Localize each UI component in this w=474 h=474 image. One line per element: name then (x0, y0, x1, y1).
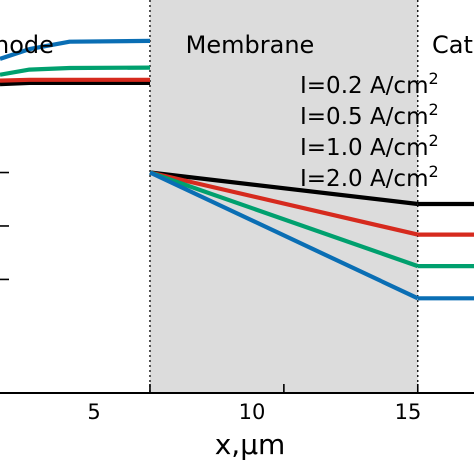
series-lines (0, 38, 474, 301)
series-1-membrane-line (149, 170, 419, 237)
series-1-anode-line (0, 77, 150, 83)
series-3-anode-line (0, 38, 151, 61)
legend-entry-0-text: I=0.2 A/cm (300, 73, 428, 99)
legend-entry-2-sup: 2 (428, 131, 438, 150)
x-axis-label: x,μm (215, 428, 286, 461)
legend: I=0.2 A/cm2 I=0.5 A/cm2 I=1.0 A/cm2 I=2.… (300, 69, 439, 192)
legend-entry-2: I=1.0 A/cm2 (300, 131, 439, 161)
region-backgrounds (149, 0, 418, 393)
region-label-anode: node (0, 31, 54, 59)
legend-entry-1-sup: 2 (428, 100, 438, 119)
legend-entry-3: I=2.0 A/cm2 (300, 162, 439, 192)
legend-entry-0: I=0.2 A/cm2 (300, 69, 439, 99)
region-label-membrane: Membrane (186, 31, 315, 59)
region-shade-1 (149, 0, 418, 393)
series-2-anode-line (0, 65, 151, 77)
chart-text: node Membrane Cat 5 10 15 x,μm (0, 31, 473, 461)
x-tick-label-5: 5 (87, 400, 100, 424)
legend-entry-3-sup: 2 (428, 162, 438, 181)
x-tick-label-15: 15 (395, 400, 422, 424)
region-label-cathode: Cat (432, 31, 473, 59)
series-2-membrane-line (149, 170, 419, 269)
series-3-membrane-line (149, 170, 419, 301)
legend-entry-2-text: I=1.0 A/cm (300, 135, 428, 161)
legend-entry-1-text: I=0.5 A/cm (300, 104, 428, 130)
legend-entry-0-sup: 2 (428, 69, 438, 88)
legend-entry-1: I=0.5 A/cm2 (300, 100, 439, 130)
region-boundaries (149, 0, 419, 393)
series-0-anode-line (0, 80, 150, 87)
legend-entry-3-text: I=2.0 A/cm (300, 166, 428, 192)
series-0-membrane-line (149, 170, 419, 207)
axes-frame (0, 171, 474, 394)
x-tick-label-10: 10 (239, 400, 266, 424)
